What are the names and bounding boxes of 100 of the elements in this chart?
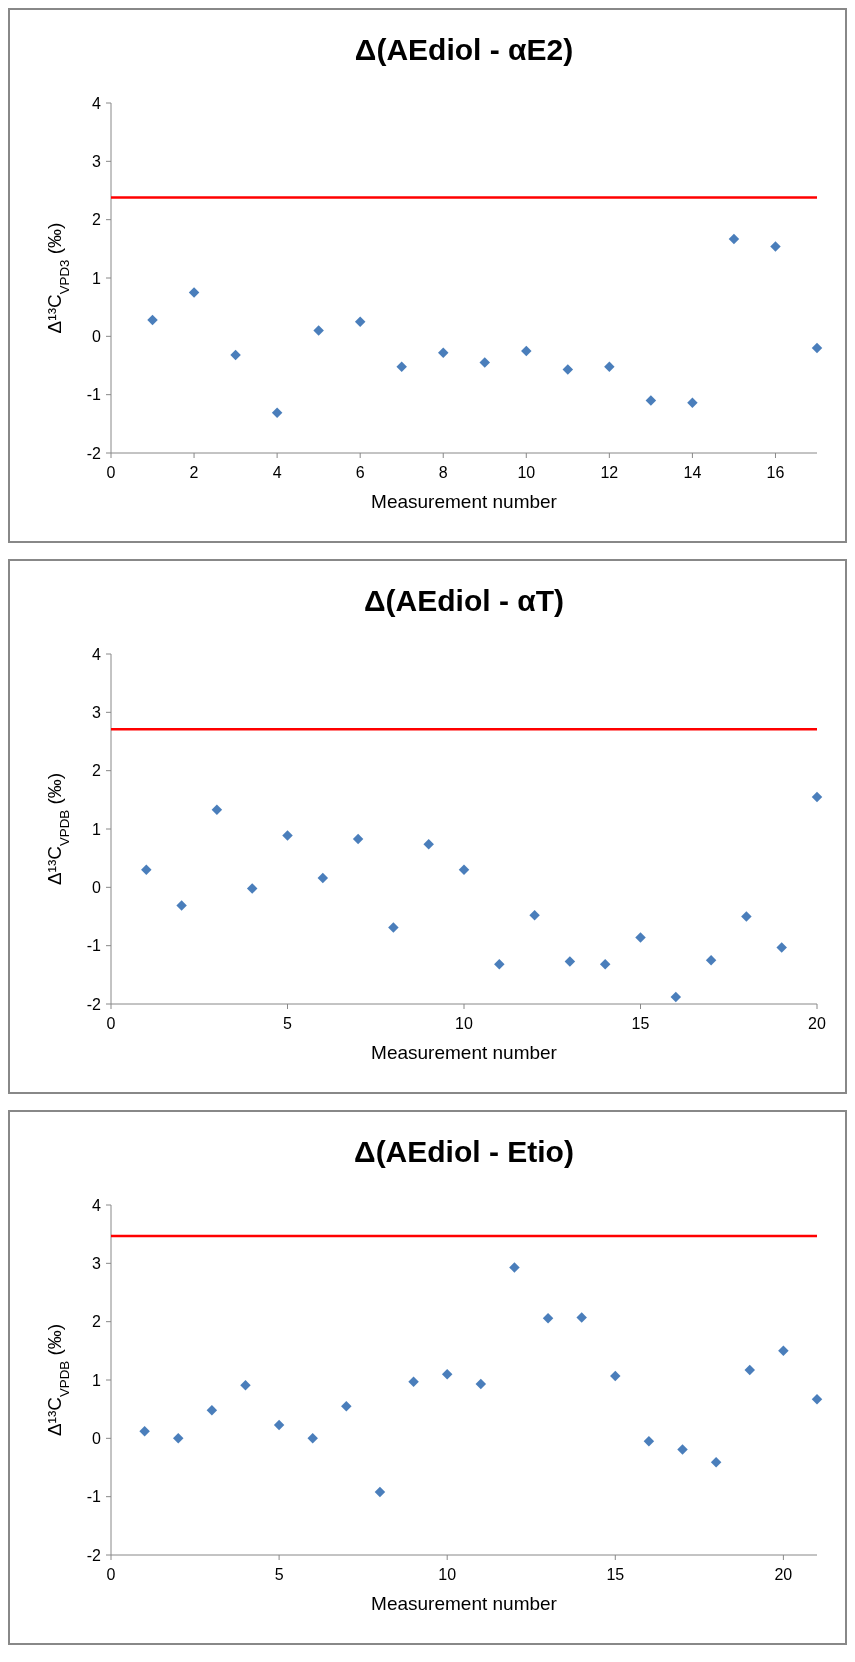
y-tick-label: 3 (92, 1254, 102, 1272)
point (188, 287, 200, 298)
point (313, 325, 324, 336)
point (604, 361, 615, 372)
y-tick-label: -2 (86, 995, 102, 1013)
y-tick-label: 1 (92, 269, 102, 287)
y-tick-label: 1 (92, 1371, 102, 1389)
x-tick-label: 0 (106, 1566, 116, 1583)
point (705, 955, 717, 966)
point (710, 1457, 722, 1468)
point (141, 864, 152, 876)
x-axis-title: Measurement number (371, 491, 558, 512)
x-tick-label: 0 (106, 1015, 116, 1032)
point (176, 900, 187, 911)
point (811, 1394, 823, 1405)
y-tick-label: -2 (86, 444, 102, 462)
x-tick-label: 10 (455, 1015, 473, 1032)
x-tick-label: 10 (438, 1566, 457, 1583)
y-tick-label: 0 (92, 327, 102, 345)
x-tick-label: 5 (274, 1566, 284, 1583)
point (317, 872, 329, 884)
y-tick-label: -1 (86, 1488, 102, 1506)
x-tick-label: 4 (272, 464, 282, 481)
point (610, 1370, 621, 1382)
point (744, 1364, 755, 1376)
x-tick-label: 16 (766, 464, 785, 481)
point (408, 1376, 419, 1387)
point (396, 361, 407, 372)
point (479, 357, 490, 368)
x-axis-title: Measurement number (371, 1593, 558, 1614)
point (509, 1262, 520, 1273)
y-tick-label: 1 (92, 820, 102, 838)
point (542, 1312, 554, 1324)
point (211, 804, 223, 815)
point (282, 830, 293, 841)
x-tick-label: 10 (517, 464, 536, 481)
point (475, 1378, 487, 1390)
point (576, 1312, 587, 1323)
chart-title: Δ(AEdiol - αT) (364, 584, 564, 617)
point (206, 1405, 218, 1416)
point (352, 833, 364, 845)
point (741, 911, 752, 922)
y-tick-label: 0 (92, 878, 102, 896)
point (374, 1486, 386, 1498)
point (677, 1444, 688, 1455)
point (240, 1380, 251, 1391)
y-tick-label: 3 (92, 703, 102, 721)
y-tick-label: -1 (86, 937, 102, 955)
point (307, 1433, 318, 1444)
point (811, 342, 823, 354)
chart-title: Δ(AEdiol - Etio) (354, 1135, 574, 1168)
point (341, 1401, 352, 1412)
point (230, 349, 241, 361)
y-tick-label: -1 (86, 386, 102, 404)
point (494, 959, 505, 970)
point (388, 922, 399, 933)
y-tick-label: 4 (92, 94, 102, 112)
point (529, 910, 540, 921)
x-tick-label: 20 (774, 1566, 793, 1583)
point (246, 883, 258, 894)
y-tick-label: 2 (92, 211, 102, 229)
point (687, 397, 698, 409)
point (670, 991, 682, 1003)
x-tick-label: 0 (106, 464, 116, 481)
point (173, 1433, 184, 1444)
y-tick-label: 0 (92, 1429, 102, 1447)
point (811, 791, 823, 803)
x-axis-title: Measurement number (371, 1042, 558, 1063)
point (139, 1426, 150, 1437)
point (643, 1436, 655, 1447)
x-tick-label: 6 (355, 464, 365, 481)
point (564, 956, 576, 967)
point (273, 1419, 285, 1431)
x-tick-label: 2 (189, 464, 199, 481)
point (635, 932, 646, 943)
x-tick-label: 14 (683, 464, 702, 481)
point (728, 233, 740, 245)
point (599, 959, 611, 970)
point (776, 942, 787, 953)
x-tick-label: 8 (438, 464, 448, 481)
point (147, 314, 158, 326)
point (271, 407, 283, 418)
point (521, 345, 532, 357)
x-tick-label: 12 (600, 464, 619, 481)
y-tick-label: 2 (92, 1313, 102, 1331)
y-tick-label: 4 (92, 1196, 102, 1214)
y-tick-label: 4 (92, 645, 102, 663)
point (562, 364, 574, 375)
point (438, 347, 449, 358)
point (423, 838, 434, 850)
chart-title: Δ(AEdiol - αE2) (354, 33, 574, 66)
point (458, 864, 470, 876)
x-tick-label: 20 (808, 1015, 826, 1032)
point (441, 1368, 453, 1380)
point (778, 1345, 789, 1357)
point (770, 241, 781, 252)
point (645, 395, 657, 406)
y-tick-label: 3 (92, 152, 102, 170)
y-tick-label: 2 (92, 762, 102, 780)
y-tick-label: -2 (86, 1546, 102, 1564)
